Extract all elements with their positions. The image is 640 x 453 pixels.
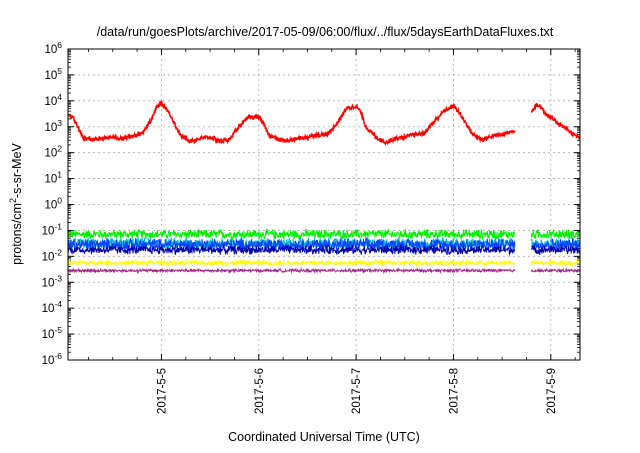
y-tick-base: 10 [44, 96, 57, 108]
series-line-2 [530, 229, 581, 240]
series-line-4 [67, 237, 516, 252]
series-line-7 [67, 267, 516, 275]
y-tick-base: 10 [42, 251, 55, 263]
y-tick-exponent: 3 [57, 118, 62, 128]
y-tick-base: 10 [44, 122, 57, 134]
y-tick-exponent: 6 [57, 40, 62, 50]
y-tick-label: 103 [44, 118, 62, 134]
y-tick-base: 10 [44, 200, 57, 212]
y-tick-label: 10-4 [42, 299, 63, 315]
y-tick-exponent: -6 [54, 351, 62, 361]
y-tick-exponent: 1 [57, 170, 62, 180]
y-tick-base: 10 [44, 70, 57, 82]
y-tick-label: 101 [44, 170, 62, 186]
chart-title: /data/run/goesPlots/archive/2017-05-09/0… [97, 25, 554, 39]
y-tick-exponent: 4 [57, 92, 62, 102]
series-line-1 [67, 100, 516, 147]
y-tick-label: 104 [44, 92, 62, 108]
series-lines [67, 100, 581, 275]
y-tick-label: 10-3 [42, 273, 63, 289]
y-tick-exponent: 5 [57, 66, 62, 76]
y-tick-label: 10-1 [42, 221, 63, 237]
y-tick-labels: 10-610-510-410-310-210-11001011021031041… [42, 40, 63, 367]
y-tick-base: 10 [42, 277, 55, 289]
y-tick-base: 10 [42, 225, 55, 237]
y-tick-base: 10 [42, 355, 55, 367]
y-tick-base: 10 [42, 329, 55, 341]
y-tick-label: 105 [44, 66, 62, 82]
series-line-2 [67, 228, 516, 241]
y-tick-base: 10 [42, 303, 55, 315]
y-tick-label: 10-6 [42, 351, 63, 367]
y-tick-base: 10 [44, 148, 57, 160]
y-tick-exponent: 2 [57, 144, 62, 154]
y-tick-label: 10-5 [42, 325, 63, 341]
series-line-6 [67, 258, 516, 268]
y-tick-exponent: -3 [54, 273, 62, 283]
x-tick-label: 2017-5-7 [351, 368, 363, 414]
x-tick-label: 2017-5-6 [254, 368, 266, 414]
y-tick-exponent: -2 [54, 247, 62, 257]
series-line-5 [67, 243, 516, 257]
y-tick-label: 102 [44, 144, 62, 160]
series-line-5 [530, 243, 581, 255]
y-tick-exponent: -4 [54, 299, 62, 309]
y-axis-label-sup: 2 [8, 198, 18, 203]
plot-frame [67, 48, 581, 361]
grid-lines [68, 48, 580, 361]
x-tick-label: 2017-5-9 [546, 368, 558, 414]
series-line-1 [530, 102, 581, 141]
y-tick-label: 106 [44, 40, 62, 56]
y-axis-label-suffix: -s-sr-MeV [10, 142, 24, 198]
x-tick-label: 2017-5-8 [448, 368, 460, 414]
y-tick-exponent: 0 [57, 196, 62, 206]
y-tick-label: 100 [44, 196, 62, 212]
x-tick-labels: 2017-5-5 2017-5-6 2017-5-7 2017-5-8 2017-5-9 [156, 368, 557, 414]
y-tick-exponent: -1 [54, 221, 62, 231]
y-axis-label-prefix: protons/cm [10, 203, 24, 265]
x-axis-label: Coordinated Universal Time (UTC) [228, 430, 420, 444]
y-tick-base: 10 [44, 174, 57, 186]
y-tick-base: 10 [44, 44, 57, 56]
series-line-6 [530, 259, 581, 267]
y-axis-label: protons/cm2-s-sr-MeV [8, 142, 24, 264]
y-tick-label: 10-2 [42, 247, 63, 263]
series-line-7 [530, 267, 581, 274]
x-tick-label: 2017-5-5 [156, 368, 168, 414]
y-tick-exponent: -5 [54, 325, 62, 335]
